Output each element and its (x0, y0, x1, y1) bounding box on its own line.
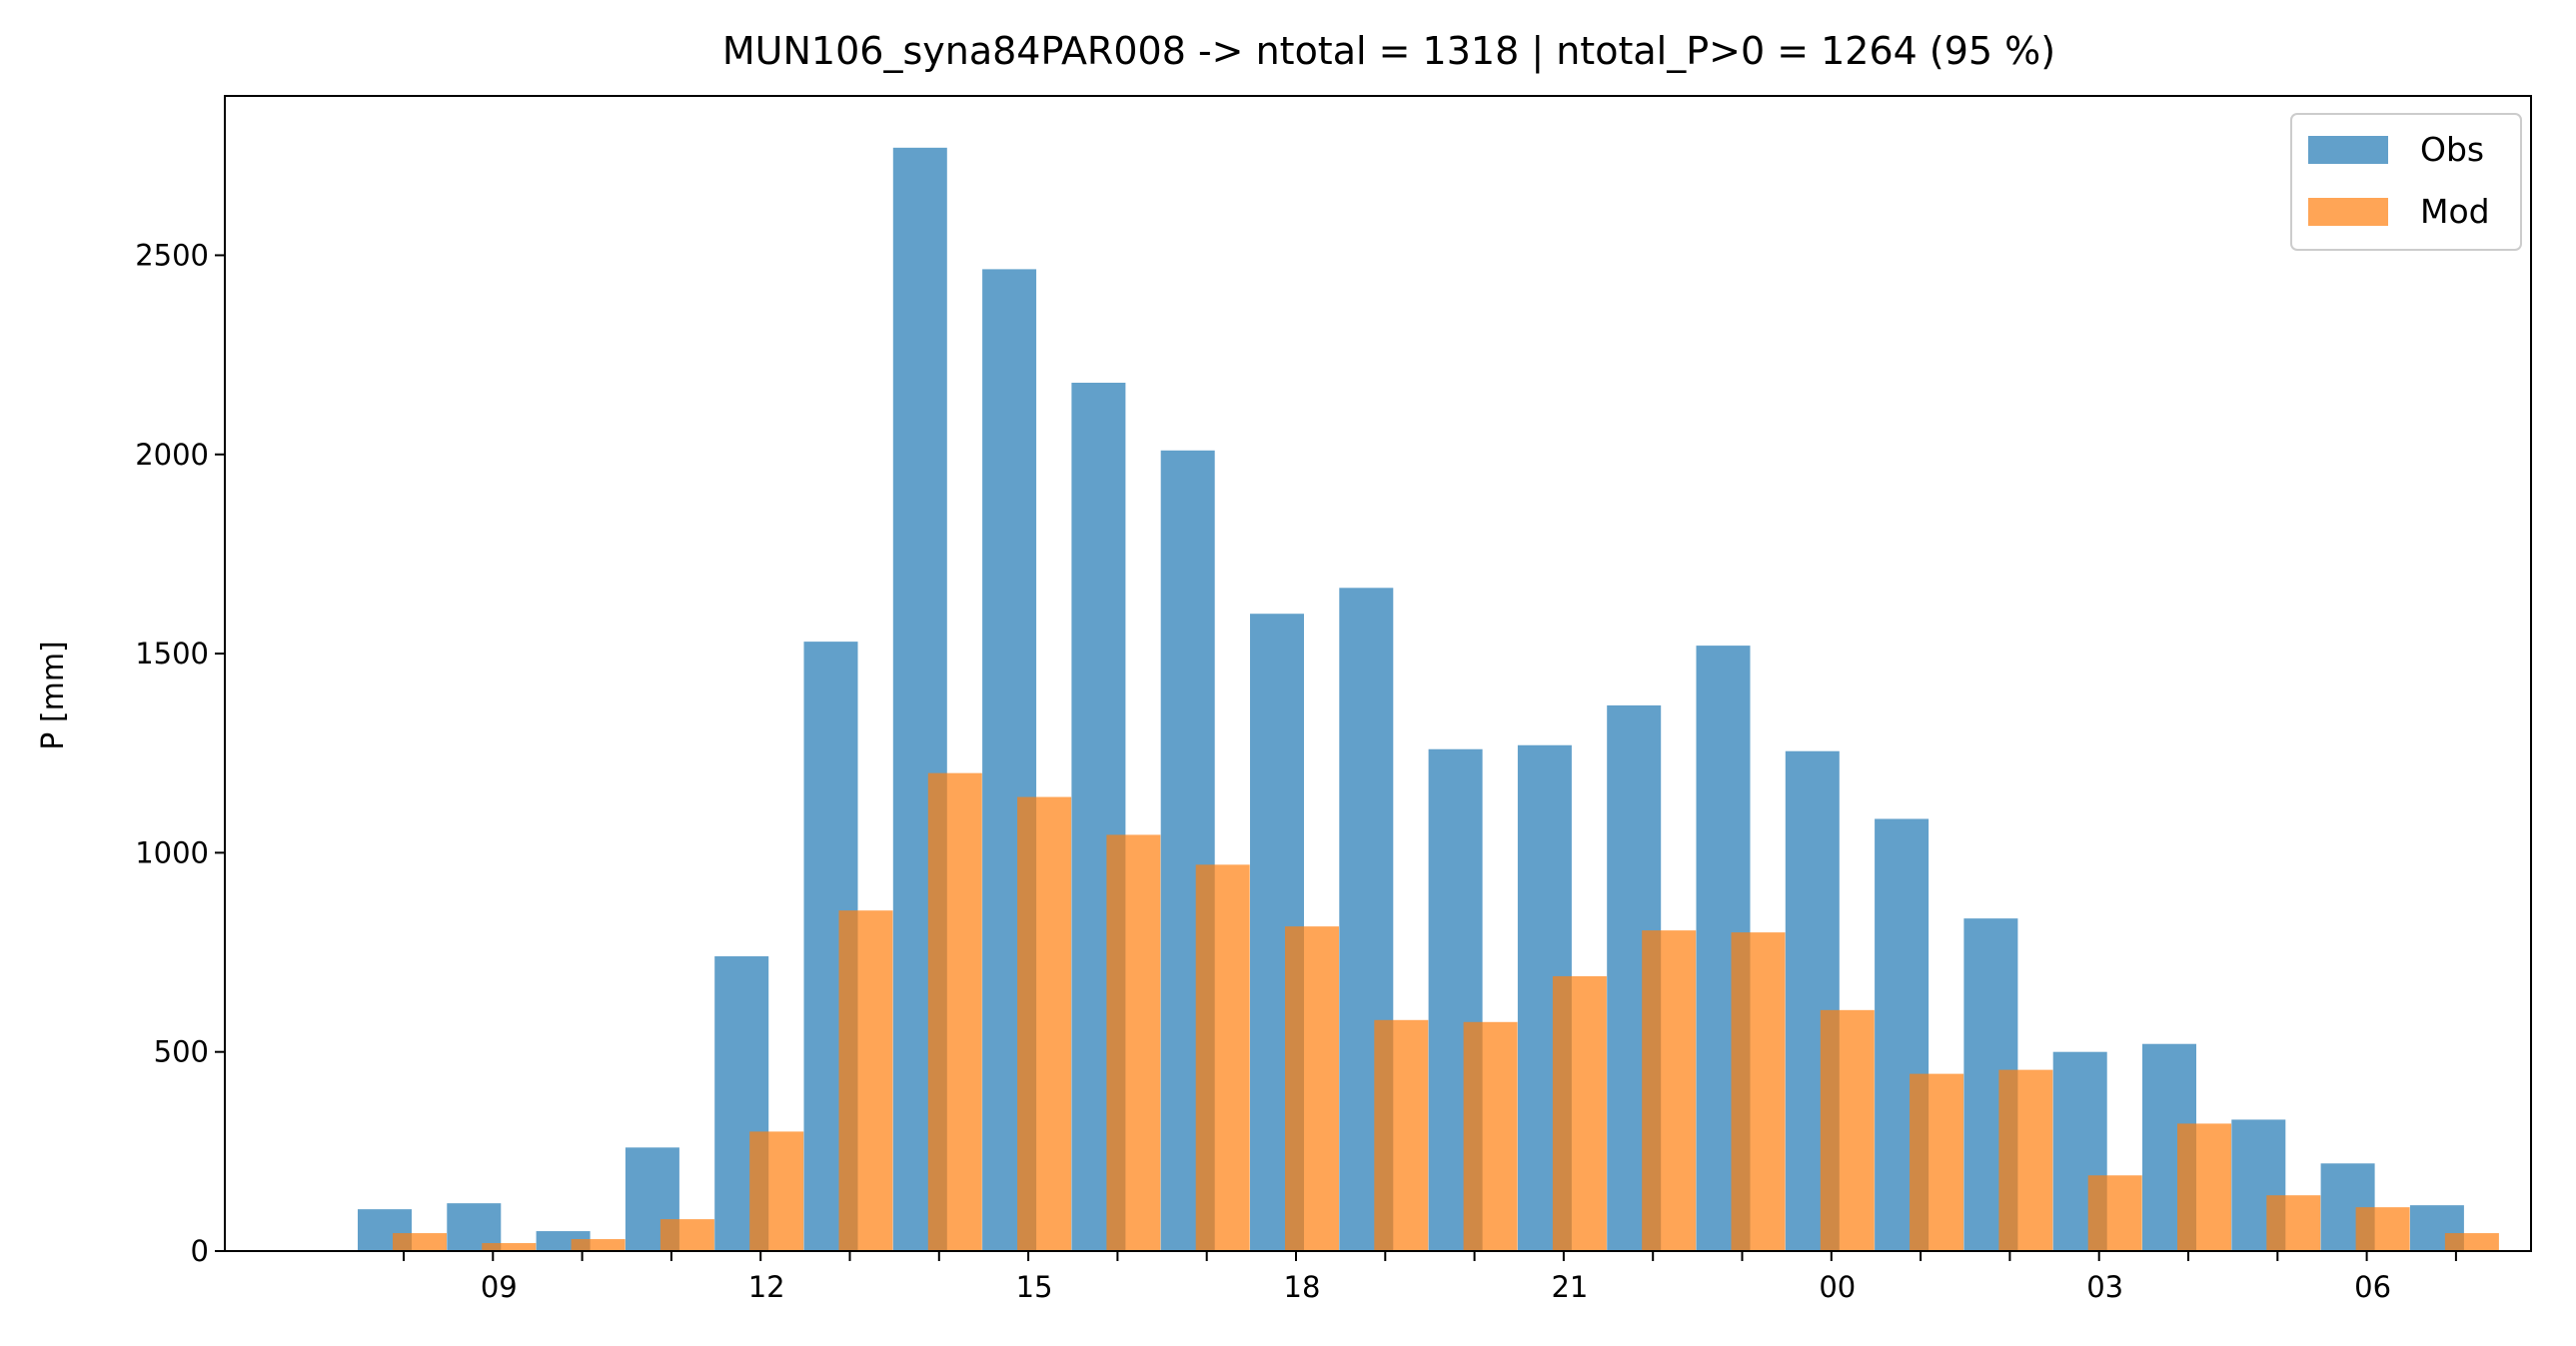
legend: Obs Mod (2290, 113, 2522, 251)
y-tick-label: 0 (191, 1234, 209, 1268)
bars-group (358, 147, 2499, 1252)
bar-mod-23 (1731, 932, 1786, 1251)
bar-mod-07 (2444, 1233, 2499, 1251)
x-tick-label: 09 (481, 1270, 518, 1304)
bar-mod-08 (393, 1233, 447, 1251)
bar-mod-11 (659, 1219, 714, 1251)
chart-title: MUN106_syna84PAR008 -> ntotal = 1318 | n… (722, 29, 2055, 74)
legend-swatch-obs (2308, 136, 2388, 164)
x-tick-label: 06 (2354, 1270, 2391, 1304)
bar-mod-09 (482, 1243, 537, 1251)
bar-mod-02 (1998, 1069, 2053, 1251)
y-tick-label: 2500 (135, 238, 209, 272)
bar-mod-20 (1463, 1021, 1518, 1251)
bar-mod-00 (1820, 1009, 1875, 1251)
y-tick-label: 2000 (135, 438, 209, 472)
bar-mod-04 (2177, 1123, 2231, 1251)
bar-mod-13 (838, 910, 893, 1251)
x-tick-label: 03 (2086, 1270, 2123, 1304)
x-tick-label: 18 (1284, 1270, 1321, 1304)
bar-mod-22 (1642, 930, 1697, 1251)
x-tick-label: 00 (1819, 1270, 1856, 1304)
y-axis-label: P [mm] (36, 641, 71, 749)
bar-mod-17 (1195, 864, 1250, 1251)
y-tick-label: 1500 (135, 637, 209, 671)
bar-mod-14 (927, 772, 982, 1251)
legend-label-obs: Obs (2420, 130, 2484, 169)
bar-mod-18 (1285, 926, 1339, 1251)
y-tick-label: 1000 (135, 835, 209, 869)
bar-mod-15 (1017, 796, 1072, 1251)
x-axis-ticks: 09 12 15 18 21 00 03 06 (403, 1251, 2457, 1304)
bar-mod-01 (1910, 1073, 1964, 1251)
bar-mod-06 (2355, 1207, 2410, 1251)
legend-label-mod: Mod (2420, 192, 2490, 231)
bar-mod-03 (2087, 1175, 2142, 1251)
x-tick-label: 12 (748, 1270, 785, 1304)
bar-mod-19 (1374, 1019, 1429, 1251)
y-axis-ticks: 0 500 1000 1500 2000 2500 (135, 238, 225, 1268)
plot-frame (224, 95, 2532, 1252)
bar-mod-16 (1106, 834, 1161, 1251)
y-tick-label: 500 (154, 1035, 209, 1069)
bar-mod-10 (571, 1239, 626, 1251)
legend-swatch-mod (2308, 198, 2388, 226)
bar-mod-12 (749, 1131, 804, 1251)
bar-mod-05 (2266, 1195, 2321, 1251)
x-tick-label: 21 (1551, 1270, 1588, 1304)
bar-mod-21 (1552, 975, 1607, 1251)
x-tick-label: 15 (1016, 1270, 1053, 1304)
